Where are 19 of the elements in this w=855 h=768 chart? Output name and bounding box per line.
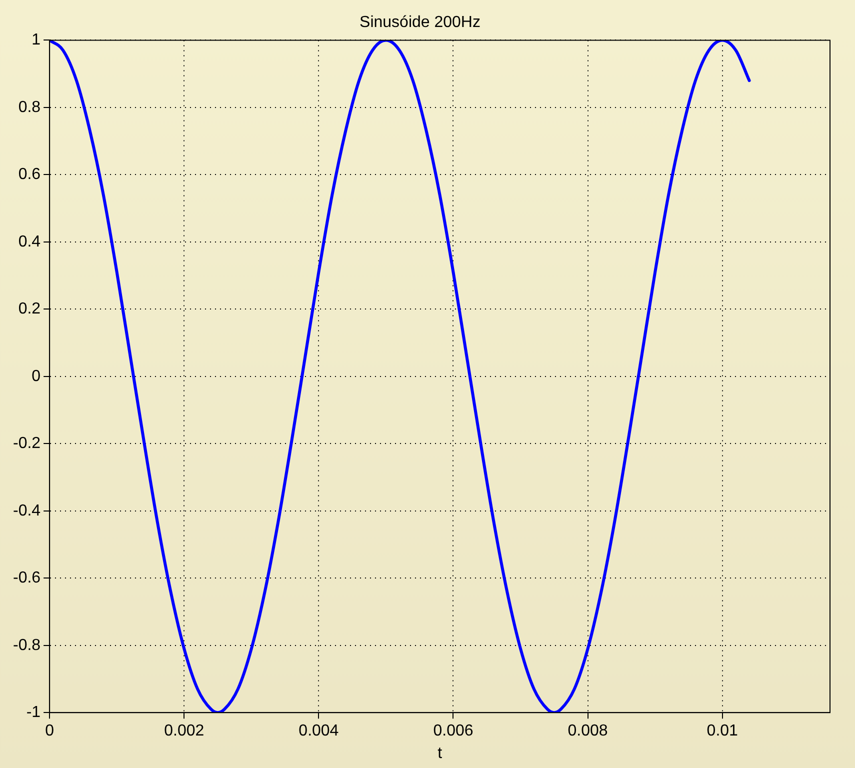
y-tick-label: -0.2 — [12, 435, 41, 452]
chart-title: Sinusóide 200Hz — [360, 14, 480, 32]
x-tick-label: 0.006 — [433, 722, 474, 740]
y-tick-label: -0.4 — [12, 502, 41, 520]
y-tick-label: 0 — [32, 368, 41, 385]
x-axis-title: t — [438, 744, 443, 762]
y-tick-label: 0.2 — [18, 300, 41, 318]
y-tick-label: -0.8 — [12, 636, 41, 654]
y-tick-label: -0.6 — [12, 570, 41, 587]
y-tick-label: -1 — [26, 704, 41, 722]
y-tick-label: 1 — [32, 32, 41, 49]
x-tick-label: 0.008 — [568, 722, 608, 740]
y-tick-label: 0.6 — [18, 166, 41, 184]
x-tick-label: 0.004 — [298, 722, 339, 740]
x-tick-label: 0 — [45, 722, 54, 740]
x-tick-label: 0.002 — [164, 722, 204, 740]
x-tick-label: 0.01 — [706, 722, 738, 740]
y-tick-label: 0.8 — [18, 98, 41, 116]
y-tick-label: 0.4 — [18, 233, 41, 250]
